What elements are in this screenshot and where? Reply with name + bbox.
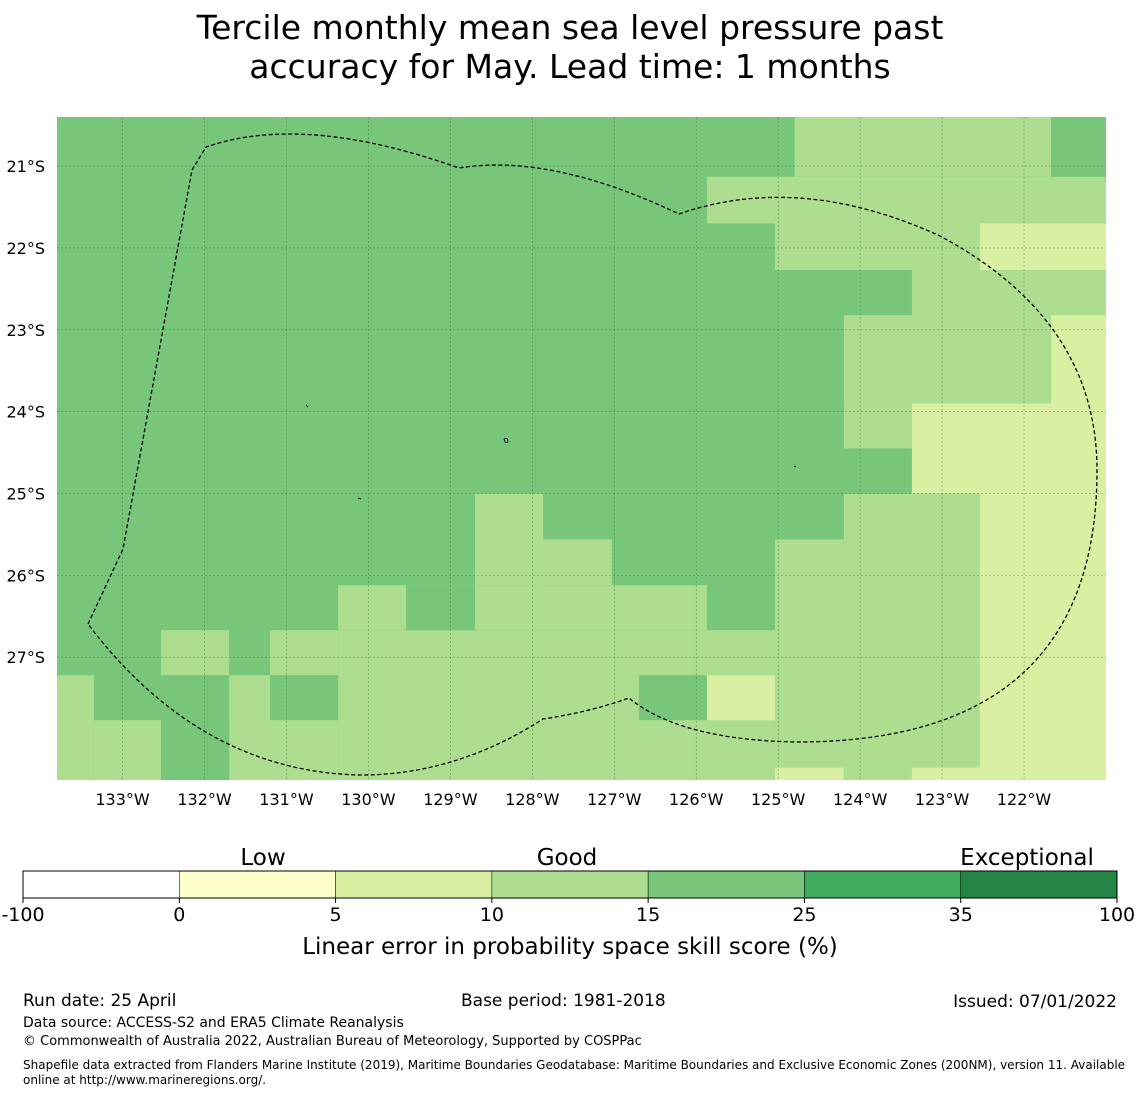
shapefile-note: Shapefile data extracted from Flanders M… (23, 1058, 1126, 1087)
colorbar-tick-label: 15 (636, 904, 660, 926)
colorbar-bin (179, 870, 336, 899)
colorbar-bins (22, 870, 1118, 899)
grid-cell-22 (979, 493, 1106, 780)
copyright: © Commonwealth of Australia 2022, Austra… (23, 1034, 642, 1049)
grid-cells (57, 117, 1106, 780)
island-mark (305, 404, 309, 408)
colorbar-category-low: Low (240, 845, 285, 871)
colorbar-tick-label: 100 (1099, 904, 1135, 926)
grid-cell-16 (57, 675, 94, 780)
colorbar-tick-label: 35 (949, 904, 973, 926)
grid-cell-17 (93, 720, 162, 780)
colorbar: -100 0 5 10 15 25 35 100 Low Good Exceptional L… (1, 845, 1135, 960)
latitude-tick-label: 24°S (6, 403, 45, 422)
grid-cell-23 (706, 675, 775, 721)
grid-cell-31 (406, 585, 475, 631)
colorbar-bin (22, 870, 180, 899)
grid-cell-20 (1051, 315, 1106, 404)
map-title-line-2: accuracy for May. Lead time: 1 months (249, 47, 891, 86)
issued-date: Issued: 07/01/2022 (953, 992, 1117, 1012)
grid-cell-27 (774, 270, 912, 316)
longitude-tick-label: 127°W (587, 790, 642, 809)
grid-cell-12 (338, 585, 707, 631)
map-title-line-1: Tercile monthly mean sea level pressure … (196, 8, 944, 47)
grid-cell-10 (474, 493, 543, 586)
eez-boundary (87, 133, 1098, 776)
colorbar-tick-label: 10 (480, 904, 504, 926)
grid-cell-5 (911, 270, 1106, 316)
grid-cell-3 (706, 176, 1106, 224)
grid-cell-14 (270, 630, 339, 676)
grid-cell-15 (161, 630, 230, 676)
longitude-tick-label: 132°W (177, 790, 232, 809)
grid-cell-34 (161, 720, 230, 780)
longitude-tick-label: 129°W (423, 790, 478, 809)
grid-cell-25 (911, 767, 980, 780)
longitude-tick-label: 122°W (997, 790, 1052, 809)
longitude-ticks: 133°W 132°W 131°W 130°W 129°W 128°W 127°W 126°W… (95, 790, 1051, 809)
grid-cell-33 (270, 675, 339, 721)
longitude-tick-label: 128°W (505, 790, 560, 809)
colorbar-tick-label: 5 (330, 904, 342, 926)
colorbar-bin (804, 870, 961, 899)
longitude-tick-label: 123°W (915, 790, 970, 809)
longitude-tick-label: 124°W (833, 790, 888, 809)
grid-cell-24 (774, 767, 844, 780)
data-source: Data source: ACCESS-S2 and ERA5 Climate … (23, 1015, 404, 1031)
latitude-tick-label: 21°S (6, 157, 45, 176)
latitude-tick-label: 27°S (6, 648, 45, 667)
colorbar-category-good: Good (537, 845, 598, 871)
longitude-tick-label: 126°W (669, 790, 724, 809)
colorbar-ticks: -100 0 5 10 15 25 35 100 (1, 898, 1135, 926)
longitude-tick-label: 131°W (259, 790, 314, 809)
grid-cell-7 (843, 403, 912, 449)
graticule-lines (57, 117, 1106, 780)
colorbar-label: Linear error in probability space skill … (302, 934, 838, 960)
colorbar-tick-label: 25 (792, 904, 816, 926)
grid-cell-21 (911, 403, 1106, 494)
grid-cell-26 (1051, 117, 1106, 177)
longitude-tick-label: 125°W (751, 790, 806, 809)
colorbar-tick-label: -100 (1, 904, 44, 926)
grid-cell-30 (774, 493, 844, 540)
base-period: Base period: 1981-2018 (461, 991, 666, 1011)
run-date: Run date: 25 April (23, 991, 177, 1011)
grid-cell-9 (774, 539, 844, 780)
island-mark (503, 438, 509, 443)
grid-cell-19 (979, 223, 1106, 271)
eez-boundary-line (87, 133, 1098, 776)
longitude-tick-label: 130°W (341, 790, 396, 809)
grid-cell-32 (638, 675, 707, 721)
latitude-tick-label: 26°S (6, 566, 45, 585)
colorbar-category-exceptional: Exceptional (960, 845, 1094, 871)
island-mark (793, 465, 797, 468)
island-mark (357, 497, 362, 500)
colorbar-bin (491, 870, 649, 899)
latitude-tick-label: 22°S (6, 239, 45, 258)
latitude-tick-label: 23°S (6, 321, 45, 340)
colorbar-bin (960, 870, 1118, 899)
colorbar-bin (647, 870, 805, 899)
grid-cell-28 (774, 315, 844, 449)
latitude-ticks: 21°S 22°S 23°S 24°S 25°S 26°S 27°S (6, 157, 45, 667)
colorbar-bin (335, 870, 493, 899)
colorbar-tick-label: 0 (173, 904, 185, 926)
grid-cell-29 (774, 448, 912, 494)
grid-cell-11 (542, 539, 612, 586)
longitude-tick-label: 133°W (95, 790, 150, 809)
latitude-tick-label: 25°S (6, 485, 45, 504)
